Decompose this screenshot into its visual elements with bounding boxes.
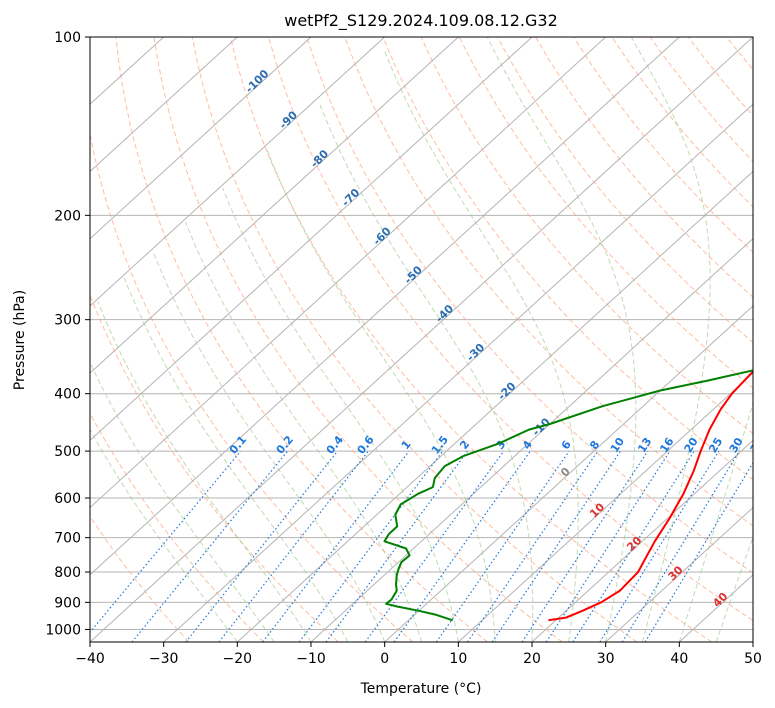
dry-adiabat (153, 37, 563, 642)
mixing-ratio-line (131, 450, 289, 642)
x-tick-label: 20 (523, 651, 541, 667)
isotherm-line (457, 372, 753, 642)
moist-adiabat (715, 535, 753, 642)
dry-adiabat (268, 37, 753, 622)
x-tick-label: −20 (223, 651, 253, 667)
x-tick-label: −10 (296, 651, 326, 667)
moist-adiabat (630, 37, 711, 642)
isotherm-line (90, 37, 312, 240)
x-tick-label: 40 (670, 651, 688, 667)
mixing-ratio-line (262, 450, 410, 642)
plot-frame (89, 36, 754, 643)
moist-adiabat (184, 221, 422, 642)
x-tick-label: 10 (449, 651, 467, 667)
mixing-ratio-line (599, 450, 720, 642)
mixing-ratio-line (393, 450, 531, 642)
isotherm-line (605, 506, 753, 642)
moist-adiabat (123, 277, 349, 642)
x-axis-label: Temperature (°C) (360, 681, 482, 697)
y-tick-label: 300 (54, 313, 81, 329)
moist-adiabat (752, 640, 753, 642)
isotherm-line (90, 37, 607, 509)
background-lines (90, 37, 775, 642)
mixing-ratio-label: 36 (748, 435, 767, 455)
moist-adiabat (266, 149, 496, 642)
series-lines (383, 369, 753, 622)
isotherm-line (384, 305, 753, 642)
y-tick-label: 900 (54, 595, 81, 611)
dry-adiabat (382, 37, 753, 481)
isotherm-line (236, 170, 753, 642)
isotherm-line (752, 641, 753, 642)
y-tick-label: 1000 (45, 622, 81, 638)
moist-adiabat (90, 361, 275, 642)
x-tick-label: 0 (380, 651, 389, 667)
moist-adiabat (152, 251, 386, 642)
isotherm-line (90, 37, 753, 642)
dry-adiabat (191, 37, 638, 642)
isotherm-line (90, 37, 386, 307)
mixing-ratio-line (185, 450, 339, 642)
dewpoint-line (383, 369, 753, 622)
mixing-ratio-line (90, 450, 242, 634)
isotherm-line (310, 237, 753, 642)
y-tick-label: 800 (54, 565, 81, 581)
dry-adiabat (90, 412, 264, 642)
moist-adiabat (383, 49, 579, 642)
isotherm-line (90, 37, 533, 442)
chart-title: wetPf2_S129.2024.109.08.12.G32 (284, 11, 558, 31)
x-tick-label: 50 (744, 651, 762, 667)
y-tick-label: 700 (54, 531, 81, 547)
y-axis-label: Pressure (hPa) (12, 290, 28, 390)
moist-adiabat (678, 401, 753, 642)
x-tick-label: −30 (149, 651, 179, 667)
y-tick-label: 100 (54, 30, 81, 46)
dry-adiabat (306, 37, 753, 574)
mixing-ratio-line (435, 450, 570, 642)
dry-adiabat (535, 37, 753, 298)
mixing-ratio-line (467, 450, 599, 642)
y-tick-label: 200 (54, 208, 81, 224)
dry-adiabat (115, 37, 488, 642)
isotherm-line (90, 37, 238, 173)
moist-adiabat (486, 37, 637, 642)
isotherm-line (90, 37, 459, 374)
mixing-ratio-line (572, 450, 695, 642)
moist-adiabat (222, 188, 459, 642)
mixing-ratio-line (218, 450, 369, 642)
mixing-ratio-line (644, 461, 753, 642)
isotherm-line (531, 439, 753, 642)
isotherm-line (90, 37, 680, 576)
y-tick-label: 600 (54, 491, 81, 507)
x-tick-label: −40 (75, 651, 105, 667)
x-tick-label: 30 (597, 651, 615, 667)
isotherm-line (163, 103, 753, 642)
mixing-ratio-line (364, 450, 505, 642)
y-tick-label: 500 (54, 444, 81, 460)
axes: −40 −30 −20 −10 0 10 20 30 40 50 100 200 300 400 500 60… (45, 30, 762, 667)
moist-adiabat (319, 104, 534, 642)
dry-adiabat (496, 37, 753, 344)
mixing-ratio-line (621, 450, 740, 642)
dry-adiabat (765, 37, 775, 642)
dry-adiabat (420, 37, 753, 435)
y-tick-label: 400 (54, 387, 81, 403)
temperature-line (548, 370, 753, 622)
